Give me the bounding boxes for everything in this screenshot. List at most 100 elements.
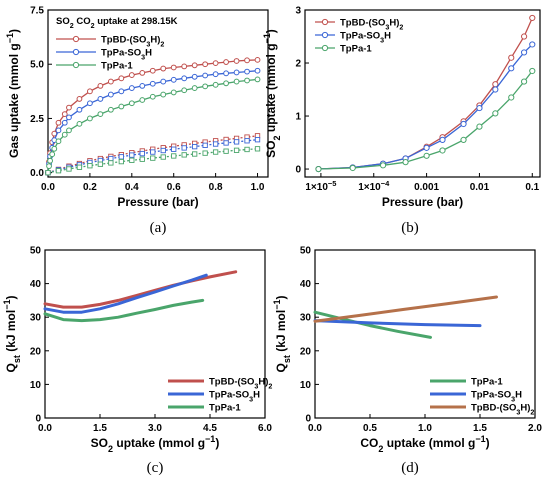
data-point	[492, 86, 499, 93]
data-point	[171, 153, 177, 159]
data-point	[202, 83, 209, 90]
data-point	[233, 78, 240, 85]
x-tick-label: 0.001	[414, 182, 439, 193]
y-tick-label: 20	[300, 346, 312, 357]
legend-label: TpPa-SO3H	[209, 390, 260, 404]
data-point	[233, 69, 240, 76]
x-tick-label: 0.6	[167, 182, 181, 193]
x-tick-label: 1×10−4	[358, 179, 390, 194]
data-point	[520, 33, 528, 40]
data-point	[191, 62, 198, 69]
data-point	[192, 151, 198, 157]
x-tick-label: 4.5	[203, 423, 217, 434]
data-point	[76, 120, 83, 127]
data-point	[129, 157, 135, 163]
data-point	[244, 77, 250, 84]
x-tick-label: 0.1	[525, 182, 539, 193]
legend-entry: TpPa-SO3H	[168, 390, 260, 404]
data-point	[129, 152, 135, 158]
y-tick-label: 50	[300, 246, 312, 257]
y-tick-label: 50	[30, 246, 42, 257]
legend-label: TpBD-(SO3H)2	[209, 377, 272, 391]
data-point	[55, 119, 62, 126]
data-point	[244, 68, 250, 75]
data-point	[87, 100, 93, 107]
data-point	[508, 54, 515, 61]
legend-entry: TpPa-SO3H	[430, 390, 522, 404]
legend-label: TpBD-(SO3H)2	[101, 35, 164, 49]
data-point	[212, 149, 219, 155]
data-point	[233, 139, 240, 145]
data-point	[181, 63, 188, 70]
data-point	[55, 127, 62, 134]
series-line	[43, 273, 208, 314]
data-point	[61, 119, 68, 126]
chart-panel-3: 0.0 1.5 3.0 4.5 6.0 0 10 20 30 40 50 SO2 uptake (mm…	[2, 246, 272, 477]
x-axis-label: SO2 uptake (mmol g−1)	[91, 434, 220, 454]
data-point	[97, 83, 104, 89]
data-point	[233, 58, 240, 64]
data-point	[170, 76, 177, 83]
data-point	[529, 41, 536, 48]
data-point	[49, 151, 56, 158]
data-point	[149, 93, 156, 100]
data-point	[212, 81, 219, 88]
data-point	[87, 163, 93, 169]
panel-caption: (c)	[147, 460, 164, 476]
data-point	[244, 138, 250, 144]
series-line	[318, 70, 533, 170]
data-point	[170, 64, 177, 71]
data-point	[349, 164, 356, 172]
legend-label: TpPa-SO3H	[471, 390, 522, 404]
data-point	[108, 155, 114, 162]
y-axis-label: Qst (kJ mol−1)	[272, 296, 292, 373]
x-tick-label: 2.0	[528, 423, 542, 434]
legend-marker	[321, 18, 329, 26]
x-tick-label: 3.0	[148, 423, 162, 434]
data-point	[97, 161, 104, 167]
legend-entry: TpPa-1	[315, 44, 372, 55]
x-axis-label: Pressure (bar)	[382, 195, 463, 209]
data-point	[254, 137, 261, 143]
legend-label: TpBD-(SO3H)2	[471, 403, 534, 417]
series-line	[313, 310, 432, 339]
panel-caption: (a)	[150, 220, 167, 236]
legend-marker	[72, 48, 80, 56]
y-axis-label: SO2 uptake (mmol g−1)	[262, 29, 282, 158]
y-tick-label: 30	[30, 313, 42, 324]
data-point	[202, 61, 209, 68]
series-line	[43, 298, 205, 323]
data-point	[160, 147, 166, 154]
data-point	[191, 73, 198, 80]
data-point	[171, 146, 177, 152]
data-point	[508, 94, 515, 101]
data-point	[97, 96, 104, 102]
x-axis-label: Pressure (bar)	[117, 195, 198, 209]
data-point	[476, 104, 483, 112]
data-point	[107, 78, 114, 85]
data-point	[402, 159, 409, 166]
data-point	[128, 100, 135, 107]
data-point	[149, 80, 156, 87]
data-point	[150, 149, 156, 155]
data-point	[118, 158, 124, 165]
data-point	[87, 115, 93, 122]
data-point	[51, 145, 58, 152]
y-tick-label: 0.0	[30, 168, 44, 179]
data-point	[423, 152, 430, 159]
data-point	[160, 78, 167, 85]
data-point	[202, 142, 208, 148]
x-tick-label: 1.5	[473, 423, 487, 434]
data-point	[61, 111, 68, 118]
legend-entry: TpBD-(SO3H)2	[430, 403, 534, 417]
legend-label: TpPa-1	[471, 377, 503, 388]
chart-panel-1: 0.0 0.2 0.4 0.6 0.8 1.0 0.0 2.5 5.0 7.5 Pressure (…	[5, 6, 269, 236]
plot-frame	[304, 9, 541, 178]
y-axis-label: Gas uptake (mmol g−1)	[5, 29, 21, 158]
data-point	[139, 69, 146, 76]
data-point	[529, 67, 536, 75]
data-point	[139, 97, 146, 103]
data-point	[87, 88, 93, 95]
series-line	[43, 270, 238, 309]
data-point	[128, 85, 135, 91]
